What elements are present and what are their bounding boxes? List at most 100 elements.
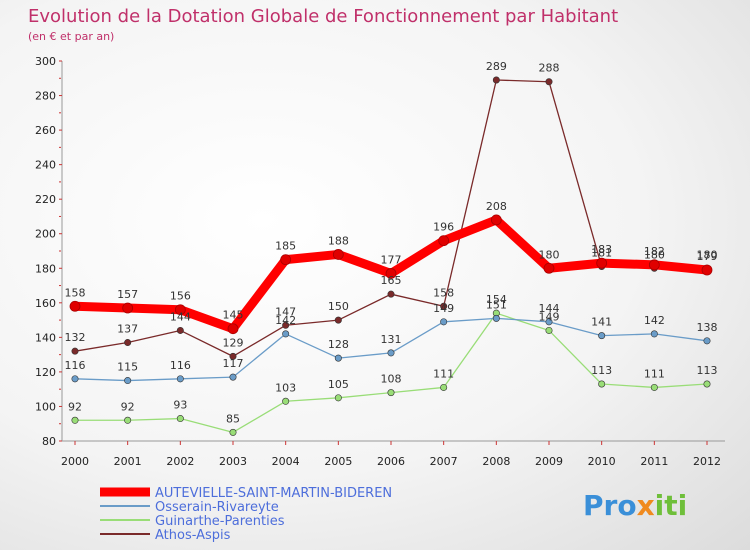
x-tick-label: 2012 [693,455,721,468]
data-label: 113 [591,364,612,377]
data-label: 131 [381,333,402,346]
data-label: 150 [328,300,349,313]
data-point [596,257,608,269]
data-point [598,332,606,340]
data-point [490,214,502,226]
y-tick-label: 160 [35,297,56,310]
data-label: 117 [223,357,244,370]
data-point [69,300,81,312]
y-tick-label: 240 [35,159,56,172]
x-tick-label: 2008 [482,455,510,468]
data-label: 157 [117,288,138,301]
data-label: 113 [697,364,718,377]
x-tick-label: 2009 [535,455,563,468]
data-point [124,416,132,424]
data-point [387,349,395,357]
data-point [387,290,395,298]
x-tick-label: 2003 [219,455,247,468]
data-point [543,262,555,274]
data-point [440,318,448,326]
data-label: 128 [328,338,349,351]
data-point [282,397,290,405]
data-point [492,76,500,84]
data-point [334,394,342,402]
legend-label: AUTEVIELLE-SAINT-MARTIN-BIDEREN [155,486,392,501]
y-tick-label: 80 [42,435,56,448]
data-label: 181 [591,247,612,260]
data-label: 158 [433,286,454,299]
data-label: 144 [170,310,191,323]
data-point [334,316,342,324]
data-label: 183 [591,243,612,256]
data-point [124,339,132,347]
y-tick-label: 120 [35,366,56,379]
data-point [598,380,606,388]
data-label: 116 [65,359,86,372]
data-label: 103 [275,381,296,394]
data-label: 85 [226,412,240,425]
data-point [227,323,239,335]
y-tick-label: 180 [35,262,56,275]
data-point [282,330,290,338]
data-label: 288 [539,62,560,75]
data-label: 156 [170,290,191,303]
data-label: 132 [65,331,86,344]
data-label: 149 [433,302,454,315]
y-tick-label: 280 [35,90,56,103]
data-point [545,326,553,334]
data-label: 92 [68,400,82,413]
y-tick-label: 200 [35,228,56,241]
data-label: 137 [117,323,138,336]
data-label: 92 [121,400,135,413]
data-label: 188 [328,234,349,247]
data-label: 108 [381,373,402,386]
data-label: 145 [223,309,244,322]
data-point [334,354,342,362]
data-point [71,375,79,383]
y-tick-label: 260 [35,124,56,137]
legend: AUTEVIELLE-SAINT-MARTIN-BIDERENOsserain-… [100,486,392,543]
data-point [176,375,184,383]
data-label: 129 [223,336,244,349]
data-label: 144 [539,302,560,315]
data-point [650,330,658,338]
y-tick-label: 140 [35,331,56,344]
data-point [545,318,553,326]
data-point [438,235,450,247]
data-label: 142 [644,314,665,327]
x-tick-label: 2005 [324,455,352,468]
data-point [124,377,132,385]
data-label: 165 [381,274,402,287]
data-label: 151 [486,298,507,311]
data-point [440,302,448,310]
data-point [387,389,395,397]
data-label: 116 [170,359,191,372]
data-label: 185 [275,240,296,253]
data-label: 289 [486,60,507,73]
data-point [229,428,237,436]
y-tick-label: 300 [35,55,56,68]
x-tick-label: 2001 [114,455,142,468]
data-point [122,302,134,314]
x-tick-label: 2010 [588,455,616,468]
data-label: 111 [433,367,454,380]
data-label: 177 [381,253,402,266]
x-tick-label: 2004 [272,455,300,468]
data-label: 182 [644,245,665,258]
data-point [229,352,237,360]
x-tick-label: 2011 [640,455,668,468]
data-label: 196 [433,221,454,234]
data-label: 105 [328,378,349,391]
data-label: 149 [539,310,560,323]
chart-title: Evolution de la Dotation Globale de Fonc… [28,6,618,27]
data-point [282,321,290,329]
data-label: 179 [697,250,718,263]
y-tick-label: 100 [35,400,56,413]
legend-label: Guinarthe-Parenties [155,514,285,529]
data-point [174,304,186,316]
data-point [650,383,658,391]
axes: 80 100 120 140 160 180 200 220 240 260 280 300 2000 2… [35,55,725,468]
data-point [385,268,397,279]
